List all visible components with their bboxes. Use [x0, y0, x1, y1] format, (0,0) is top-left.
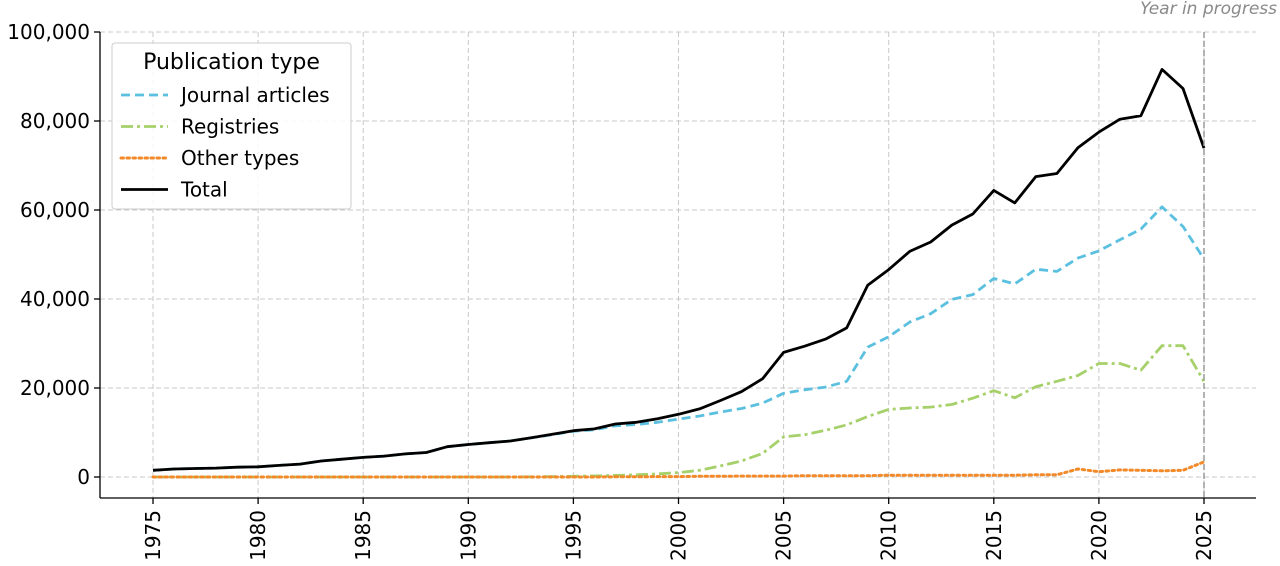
legend: Publication type Journal articles Registr… [111, 42, 352, 210]
x-tick-label-1: 1980 [246, 510, 270, 561]
x-tick-label-5: 2000 [667, 510, 691, 561]
legend-items: Journal articles Registries Other types Tot… [119, 83, 330, 202]
x-tick-label-8: 2015 [982, 510, 1006, 561]
legend-label-journal-articles: Journal articles [179, 83, 330, 107]
x-tick-label-7: 2010 [877, 510, 901, 561]
x-tick-label-2: 1985 [351, 510, 375, 561]
series-line-other-types [151, 460, 1206, 479]
grid-lines [100, 31, 1256, 498]
x-tick-label-4: 1995 [561, 510, 585, 561]
legend-title: Publication type [143, 50, 320, 75]
y-tick-label-0: 0 [77, 465, 90, 489]
x-tick-label-9: 2020 [1087, 510, 1111, 561]
legend-label-other-types: Other types [181, 146, 299, 170]
x-tick-label-10: 2025 [1192, 510, 1216, 561]
y-axis-ticks: 0 20,000 40,000 60,000 80,000 100,000 [7, 20, 100, 489]
legend-box [111, 42, 352, 210]
series-line-total [152, 68, 1206, 472]
x-tick-label-6: 2005 [772, 510, 796, 561]
y-tick-label-5: 100,000 [7, 20, 90, 44]
legend-label-registries: Registries [181, 115, 279, 139]
series-lines [151, 68, 1206, 479]
x-tick-label-0: 1975 [141, 510, 165, 561]
y-tick-label-4: 80,000 [20, 109, 90, 133]
y-tick-label-1: 20,000 [20, 376, 90, 400]
x-axis-ticks: 1975 1980 1985 1990 1995 2000 2005 2010 2015 2020… [141, 498, 1216, 561]
year-in-progress-annotation: Year in progress [1140, 0, 1277, 19]
x-tick-label-3: 1990 [456, 510, 480, 561]
y-tick-label-3: 60,000 [20, 198, 90, 222]
y-tick-label-2: 40,000 [20, 287, 90, 311]
legend-label-total: Total [180, 178, 228, 202]
